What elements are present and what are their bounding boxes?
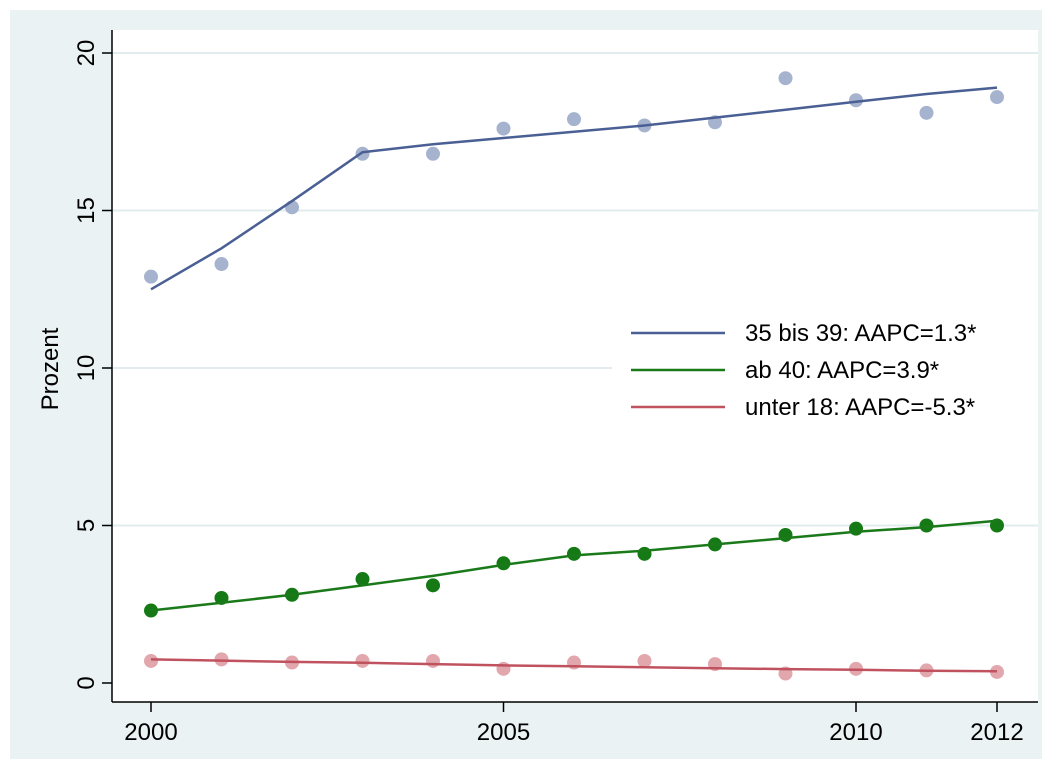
axes-group: 0 5 10 15 20 2000 2005 2010 2012	[73, 30, 1038, 746]
data-point	[144, 269, 158, 284]
data-point	[355, 146, 370, 161]
data-point	[355, 572, 370, 587]
data-point	[144, 603, 158, 618]
data-point	[919, 105, 934, 120]
y-tick-label: 10	[73, 355, 100, 382]
data-point	[637, 546, 652, 561]
x-tick-label: 2012	[970, 719, 1023, 746]
legend-label: unter 18: AAPC=-5.3*	[745, 394, 975, 421]
grid-lines	[112, 52, 1038, 527]
data-point	[496, 661, 511, 676]
series-line	[150, 519, 998, 612]
y-tick-label: 20	[73, 40, 100, 67]
data-point	[426, 146, 440, 161]
legend: 35 bis 39: AAPC=1.3* ab 40: AAPC=3.9* unte…	[612, 308, 1038, 450]
series-2	[144, 652, 1004, 681]
data-point	[990, 664, 1004, 679]
data-point	[778, 527, 793, 542]
data-point	[355, 653, 370, 668]
data-point	[990, 90, 1004, 105]
series-group	[144, 71, 1004, 681]
data-point	[637, 653, 652, 668]
data-point	[426, 578, 440, 593]
x-tick-label: 2010	[829, 719, 882, 746]
y-axis-title: Prozent	[37, 327, 64, 410]
x-tick-label: 2005	[477, 719, 530, 746]
data-point	[849, 93, 863, 108]
series-line	[150, 658, 998, 673]
data-point	[849, 521, 863, 536]
series-1	[144, 518, 1004, 618]
data-point	[496, 556, 511, 571]
legend-box	[612, 308, 1038, 450]
data-point	[778, 71, 793, 86]
data-point	[426, 653, 440, 668]
data-point	[919, 518, 934, 533]
data-point	[567, 112, 581, 127]
y-tick-label: 15	[73, 197, 100, 224]
data-point	[214, 257, 229, 272]
series-0	[144, 71, 1004, 291]
data-point	[496, 121, 511, 136]
data-point	[144, 653, 158, 668]
series-line	[150, 86, 998, 291]
data-point	[567, 546, 581, 561]
x-tick-label: 2000	[124, 719, 177, 746]
legend-label: ab 40: AAPC=3.9*	[745, 357, 939, 384]
y-tick-label: 0	[73, 676, 100, 689]
legend-label: 35 bis 39: AAPC=1.3*	[745, 320, 977, 347]
y-tick-label: 5	[73, 519, 100, 532]
